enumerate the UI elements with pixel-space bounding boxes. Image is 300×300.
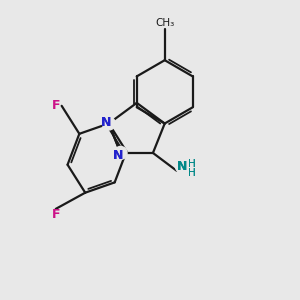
Text: H: H <box>188 159 196 169</box>
Text: N: N <box>177 160 187 173</box>
Text: N: N <box>177 160 187 173</box>
Text: F: F <box>52 99 61 112</box>
Text: N: N <box>113 149 123 162</box>
Circle shape <box>114 146 127 159</box>
Circle shape <box>175 160 188 173</box>
Text: F: F <box>52 208 60 221</box>
Text: N: N <box>113 149 123 162</box>
Text: H: H <box>188 159 196 169</box>
Text: N: N <box>100 116 111 128</box>
Text: N: N <box>100 116 111 128</box>
Text: CH₃: CH₃ <box>155 18 174 28</box>
Text: H: H <box>188 168 196 178</box>
Circle shape <box>102 117 115 130</box>
Text: H: H <box>188 168 196 178</box>
